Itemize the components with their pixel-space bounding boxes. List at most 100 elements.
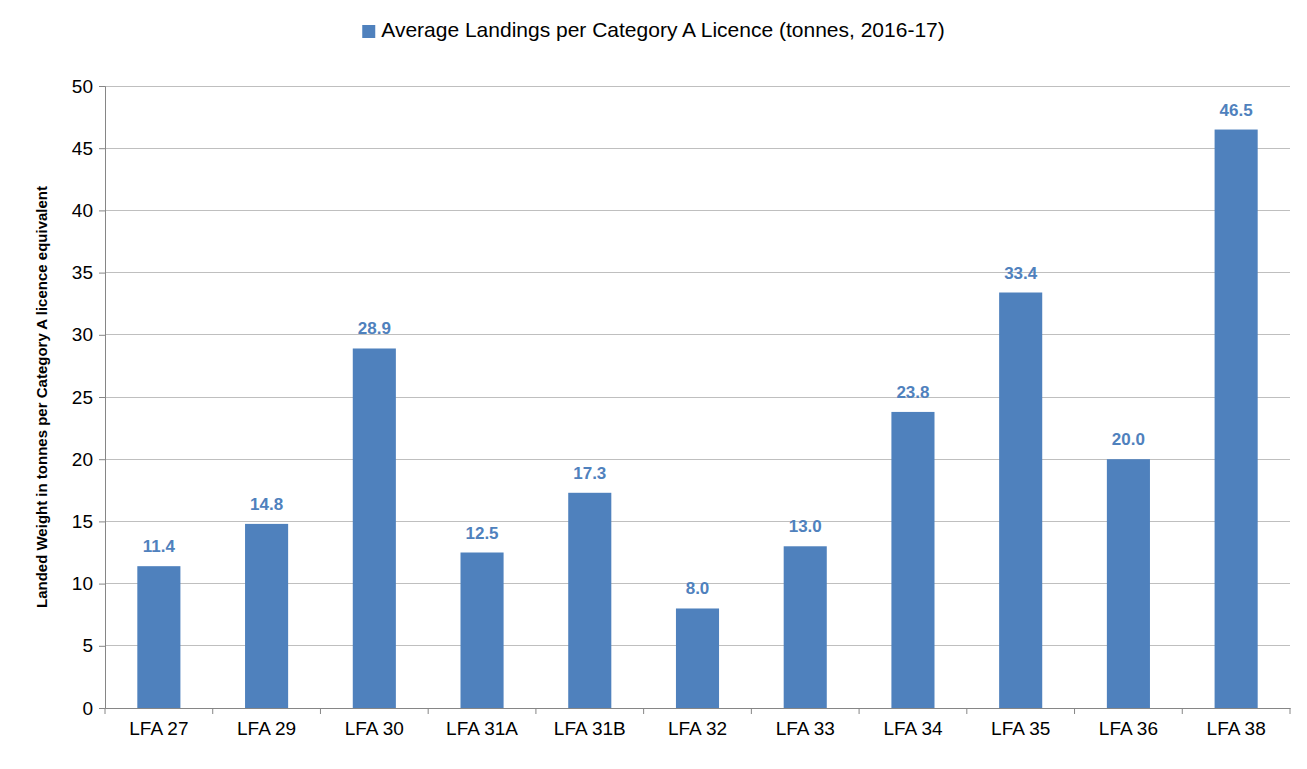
y-tick-label: 15 — [72, 511, 93, 532]
x-tick: LFA 35 — [991, 708, 1050, 739]
bar — [784, 546, 827, 708]
bar — [353, 348, 396, 708]
x-separator — [1290, 708, 1291, 714]
y-tick-label: 5 — [82, 635, 93, 656]
data-label: 8.0 — [686, 579, 710, 598]
data-label: 28.9 — [358, 319, 391, 338]
x-tick-label: LFA 29 — [237, 718, 296, 739]
bar — [245, 524, 288, 708]
y-tick-mark — [99, 646, 105, 647]
x-tick: LFA 30 — [345, 708, 404, 739]
y-tick: 20 — [72, 449, 105, 470]
y-tick: 30 — [72, 324, 105, 345]
data-label: 13.0 — [789, 517, 822, 536]
x-tick: LFA 36 — [1099, 708, 1158, 739]
grid-line — [105, 210, 1290, 211]
x-separator — [320, 708, 321, 714]
x-separators — [105, 708, 1290, 714]
y-tick-mark — [99, 86, 105, 87]
y-tick: 50 — [72, 76, 105, 97]
bar — [1107, 459, 1150, 708]
y-tick: 10 — [72, 573, 105, 594]
data-label: 12.5 — [465, 524, 498, 543]
legend-swatch — [362, 25, 375, 38]
x-separator — [212, 708, 213, 714]
bars — [137, 130, 1257, 708]
y-tick-label: 30 — [72, 324, 93, 345]
bar — [568, 493, 611, 708]
bar — [1215, 130, 1258, 708]
y-tick: 15 — [72, 511, 105, 532]
y-tick-mark — [99, 148, 105, 149]
data-label: 14.8 — [250, 495, 283, 514]
x-tick: LFA 34 — [883, 708, 943, 739]
x-tick-label: LFA 38 — [1207, 718, 1266, 739]
y-tick: 45 — [72, 138, 105, 159]
x-tick-label: LFA 30 — [345, 718, 404, 739]
y-tick: 35 — [72, 262, 105, 283]
x-tick-label: LFA 35 — [991, 718, 1050, 739]
y-tick: 40 — [72, 200, 105, 221]
data-label: 23.8 — [896, 383, 929, 402]
plot: 05101520253035404550LFA 27LFA 29LFA 30LF… — [72, 76, 1291, 740]
legend-item: Average Landings per Category A Licence … — [362, 18, 945, 41]
x-tick: LFA 29 — [237, 708, 296, 739]
x-tick: LFA 27 — [129, 708, 188, 739]
y-tick: 0 — [82, 698, 105, 719]
x-separator — [105, 708, 106, 714]
x-tick-label: LFA 31A — [446, 718, 518, 739]
bar — [461, 553, 504, 709]
y-tick-label: 50 — [72, 76, 93, 97]
y-axis: 0 5 10 15 20 25 30 35 40 45 50 — [72, 76, 106, 719]
x-separator — [428, 708, 429, 714]
bar — [999, 293, 1042, 708]
grid-line — [105, 397, 1290, 398]
y-tick-label: 10 — [72, 573, 93, 594]
data-label: 33.4 — [1004, 264, 1038, 283]
grid — [105, 86, 1290, 708]
x-tick-label: LFA 27 — [129, 718, 188, 739]
data-labels: 11.414.828.912.517.38.013.023.833.420.04… — [143, 101, 1253, 599]
y-tick-label: 45 — [72, 138, 93, 159]
bar — [891, 412, 934, 708]
x-separator — [643, 708, 644, 714]
y-tick-mark — [99, 210, 105, 211]
chart: 05101520253035404550LFA 27LFA 29LFA 30LF… — [0, 0, 1307, 769]
x-axis-line — [106, 708, 1291, 709]
x-separator — [1182, 708, 1183, 714]
y-tick-mark — [99, 521, 105, 522]
x-tick-label: LFA 32 — [668, 718, 727, 739]
x-tick-label: LFA 33 — [776, 718, 835, 739]
y-tick-mark — [99, 335, 105, 336]
y-tick-mark — [99, 708, 105, 709]
x-axis: LFA 27 LFA 29 LFA 30 LFA 31A LFA 31B LFA 32 LF… — [105, 708, 1291, 739]
bar — [676, 608, 719, 708]
x-tick: LFA 33 — [776, 708, 835, 739]
data-label: 11.4 — [143, 537, 176, 556]
grid-line — [105, 86, 1290, 87]
x-tick: LFA 38 — [1207, 708, 1266, 739]
x-separator — [751, 708, 752, 714]
y-tick-label: 25 — [72, 387, 93, 408]
grid-line — [105, 272, 1290, 273]
x-tick: LFA 32 — [668, 708, 727, 739]
y-tick: 5 — [82, 635, 105, 656]
y-tick-label: 0 — [82, 698, 93, 719]
y-tick-mark — [99, 459, 105, 460]
legend: Average Landings per Category A Licence … — [362, 18, 945, 41]
y-axis-title: Landed Weight in tonnes per Category A l… — [33, 186, 50, 608]
legend-label: Average Landings per Category A Licence … — [381, 18, 945, 41]
y-tick-label: 20 — [72, 449, 93, 470]
data-label: 46.5 — [1220, 101, 1253, 120]
grid-line — [105, 334, 1290, 335]
bar — [137, 566, 180, 708]
x-tick: LFA 31B — [554, 708, 626, 739]
data-label: 20.0 — [1112, 430, 1145, 449]
y-tick-label: 35 — [72, 262, 93, 283]
y-axis-line — [99, 87, 106, 709]
x-tick-label: LFA 31B — [554, 718, 626, 739]
grid-line — [105, 148, 1290, 149]
x-separator — [535, 708, 536, 714]
y-tick: 25 — [72, 387, 105, 408]
x-separator — [966, 708, 967, 714]
